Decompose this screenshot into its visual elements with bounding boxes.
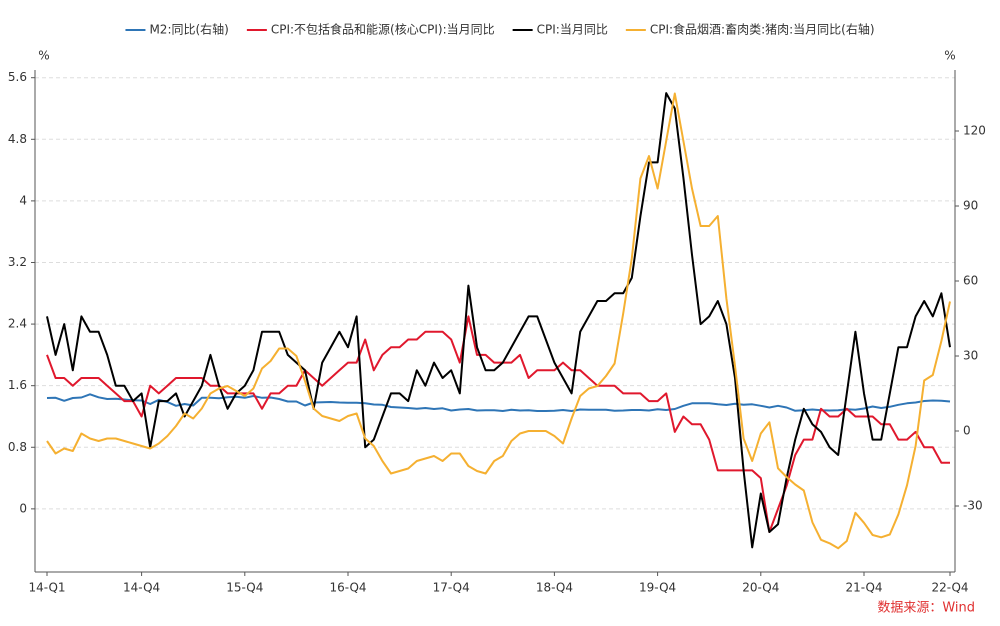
x-tick-label: 14-Q4	[123, 581, 160, 595]
y2-tick-label: 120	[963, 124, 986, 138]
legend-label: CPI:当月同比	[537, 23, 608, 37]
line-series	[46, 92, 951, 549]
line-series	[46, 393, 951, 412]
y-tick-label: 1.6	[8, 378, 27, 392]
y-tick-label: 2.4	[8, 317, 27, 331]
y-tick-label: 5.6	[8, 70, 27, 84]
y2-tick-label: 90	[963, 199, 978, 213]
legend-label: CPI:不包括食品和能源(核心CPI):当月同比	[271, 22, 495, 37]
y2-tick-label: -30	[963, 499, 983, 513]
y-tick-label: 3.2	[8, 255, 27, 269]
x-tick-label: 22-Q4	[931, 581, 968, 595]
x-tick-label: 15-Q4	[226, 581, 263, 595]
x-tick-label: 14-Q1	[28, 581, 65, 595]
x-tick-label: 18-Q4	[536, 581, 573, 595]
x-tick-label: 20-Q4	[742, 581, 779, 595]
y2-unit: %	[944, 49, 955, 63]
y-tick-label: 4	[19, 193, 27, 207]
legend-label: CPI:食品烟酒:畜肉类:猪肉:当月同比(右轴)	[650, 22, 875, 37]
y-tick-label: 0.8	[8, 440, 27, 454]
x-tick-label: 16-Q4	[329, 581, 366, 595]
source-note: 数据来源：Wind	[877, 601, 975, 616]
x-tick-label: 21-Q4	[845, 581, 882, 595]
line-series	[46, 92, 951, 550]
y-tick-label: 0	[19, 501, 27, 515]
x-tick-label: 19-Q4	[639, 581, 676, 595]
y2-tick-label: 60	[963, 274, 978, 288]
x-tick-label: 17-Q4	[433, 581, 470, 595]
legend-label: M2:同比(右轴)	[149, 22, 228, 37]
line-series	[46, 315, 950, 533]
y-unit: %	[38, 49, 49, 63]
y-tick-label: 4.8	[8, 132, 27, 146]
y2-tick-label: 0	[963, 424, 971, 438]
y2-tick-label: 30	[963, 349, 978, 363]
